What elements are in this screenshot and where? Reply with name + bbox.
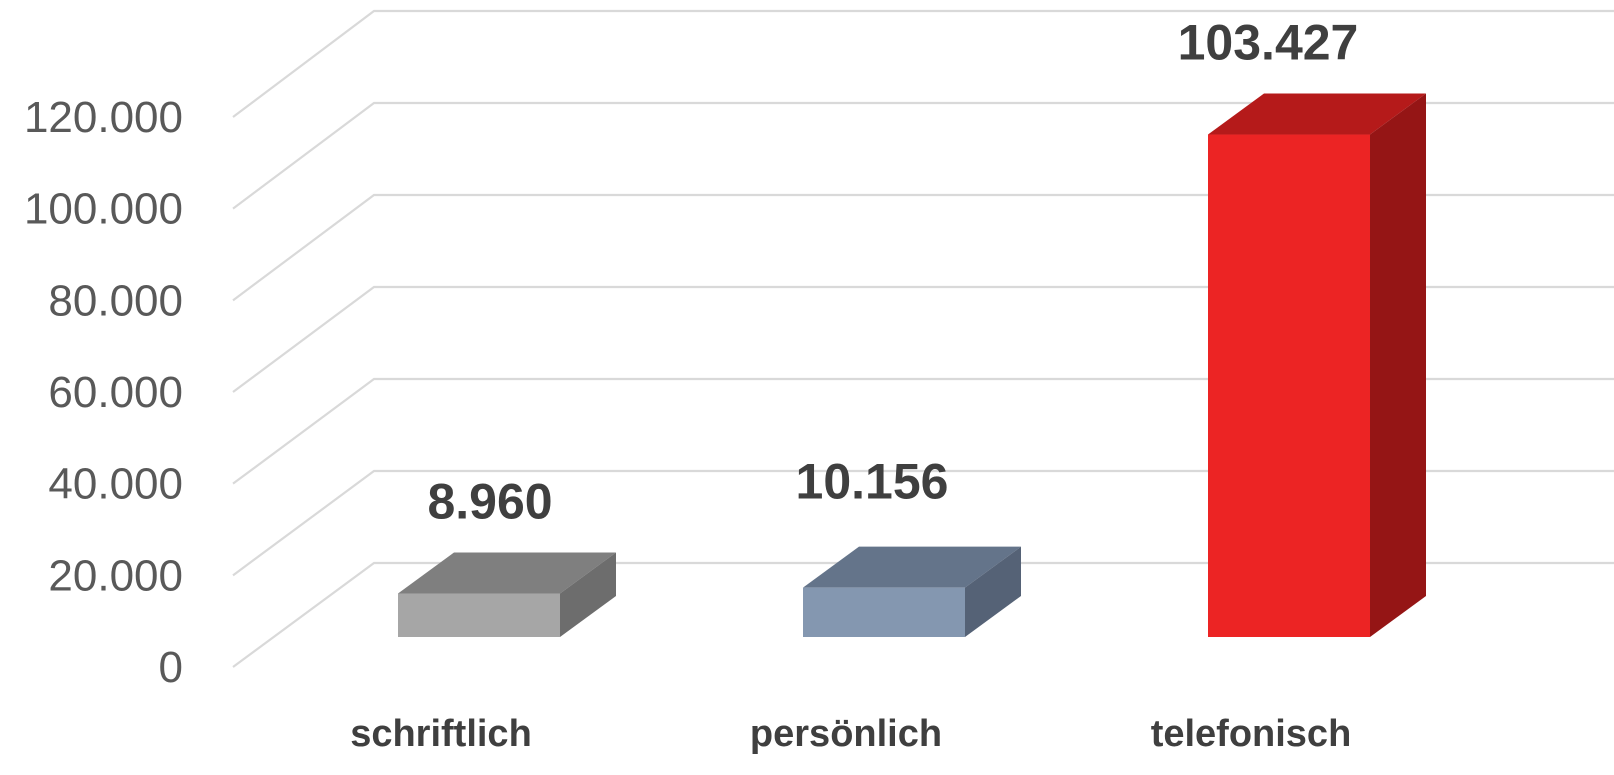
bar-2-side-face [1370,93,1426,638]
y-tick-label-6: 120.000 [24,93,183,142]
bar-1-side-face [965,546,1021,637]
bar-2-top-face [1208,93,1426,135]
bar-2-front-face [1208,134,1370,637]
bar-0-top-face [398,552,616,594]
y-tick-label-1: 20.000 [48,551,183,600]
x-tick-label-1: persönlich [750,713,942,755]
bar-0 [398,552,616,637]
x-tick-label-0: schriftlich [350,713,532,755]
gridline-6 [232,9,1614,118]
bar-1-top-face [803,546,1021,588]
y-tick-label-0: 0 [159,643,183,692]
bar-1-front-face [803,587,965,637]
y-tick-label-4: 80.000 [48,276,183,325]
gridline-5 [232,101,1614,210]
grid-layer [232,9,1614,668]
data-label-0: 8.960 [427,473,552,529]
data-labels-layer: 8.960 10.156 103.427 [427,15,1358,530]
bar-0-side-face [560,552,616,637]
y-tick-label-2: 40.000 [48,460,183,509]
gridline-0 [232,561,1614,668]
y-tick-label-5: 100.000 [24,185,183,234]
gridline-4 [232,193,1614,302]
x-axis: schriftlich persönlich telefonisch [350,713,1351,755]
bar-2 [1208,93,1426,638]
gridline-1 [232,469,1614,577]
data-label-2: 103.427 [1178,15,1359,71]
bars-layer [398,93,1426,638]
gridline-3 [232,285,1614,393]
gridline-2 [232,377,1614,485]
y-axis: 0 20.000 40.000 60.000 80.000 100.000 120.000 [24,93,183,692]
y-tick-label-3: 60.000 [48,368,183,417]
x-tick-label-2: telefonisch [1151,713,1352,755]
data-label-1: 10.156 [796,454,949,510]
bar-1 [803,546,1021,637]
bar-0-front-face [398,593,560,637]
